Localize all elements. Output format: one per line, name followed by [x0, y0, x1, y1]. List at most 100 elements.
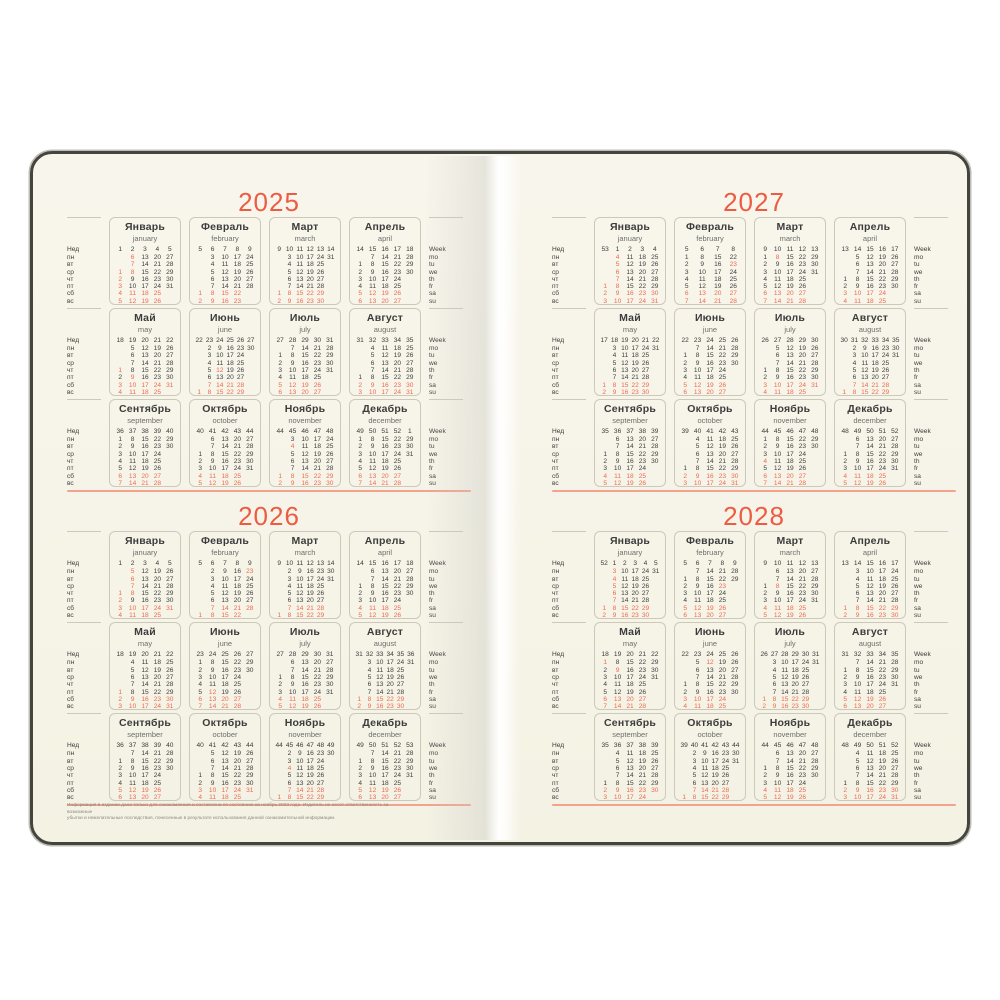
date-cell: 22	[718, 352, 727, 360]
date-cell	[194, 276, 206, 283]
date-cell	[164, 780, 176, 787]
date-cell: 25	[393, 604, 402, 612]
date-cell: 9	[297, 750, 302, 758]
date-cell: 18	[393, 345, 402, 353]
month-name-ru: Март	[776, 535, 804, 548]
date-cell	[406, 667, 416, 674]
date-cell: 9	[130, 597, 135, 605]
date-cell: 24	[801, 659, 810, 667]
month-grid: 1 2 3 4 5 5 12 19 26 6 13 20 27 7 14 21 28 1 8 15 22 29 2 9 16 23…	[114, 557, 176, 619]
week-number: 5	[683, 560, 688, 568]
date-cell: 26	[798, 465, 807, 473]
week-number: 17	[600, 337, 608, 345]
date-cell: 31	[811, 268, 819, 276]
month-name-en: october	[212, 730, 238, 740]
month-february-2025: Февраль february 5 6 7 8 9 3 10 17 24 4 11 18 25 5 12 19 2…	[189, 217, 261, 305]
date-cell: 28	[326, 465, 334, 473]
month-name-ru: Декабрь	[362, 717, 408, 730]
date-cell	[809, 389, 821, 396]
month-name-ru: Август	[366, 312, 404, 325]
date-cell: 3	[287, 757, 292, 765]
date-cell: 3	[603, 465, 608, 473]
date-cell: 16	[866, 786, 874, 794]
date-cell: 25	[798, 458, 807, 466]
date-cell: 27	[881, 374, 890, 382]
date-cell: 13	[141, 575, 149, 583]
date-cell: 8	[775, 436, 780, 444]
week-number: 19	[621, 337, 629, 345]
date-cell: 3	[210, 575, 215, 583]
date-cell: 19	[786, 465, 794, 473]
date-cell: 30	[731, 472, 739, 480]
date-cell: 18	[233, 582, 242, 590]
week-number: 7	[223, 246, 227, 253]
date-cell: 4	[287, 582, 292, 590]
date-cell: 31	[166, 703, 174, 711]
date-cell: 15	[376, 695, 384, 703]
date-cell: 20	[393, 359, 402, 367]
date-cell: 21	[306, 786, 314, 794]
date-cell: 29	[651, 659, 659, 667]
weekday-label: we	[914, 450, 923, 458]
week-number: 7	[223, 560, 227, 568]
weekday-label: th	[429, 275, 435, 283]
date-cell: 4	[198, 472, 203, 480]
date-cell: 5	[198, 479, 203, 487]
date-cell: 21	[798, 757, 807, 765]
date-cell	[404, 298, 416, 305]
date-cell: 4	[370, 345, 375, 353]
weekday-label: tu	[429, 352, 435, 360]
date-cell: 11	[698, 275, 706, 283]
date-cell: 12	[141, 568, 149, 576]
month-name-ru: Апрель	[364, 535, 406, 548]
date-cell	[839, 659, 851, 666]
week-number: 24	[208, 651, 217, 659]
date-cell: 20	[233, 597, 242, 605]
date-cell: 11	[614, 472, 622, 480]
date-cell: 16	[301, 359, 309, 367]
date-cell	[731, 794, 741, 801]
date-cell: 2	[843, 612, 848, 620]
date-cell: 9	[775, 261, 780, 269]
month-name-en: february	[211, 548, 239, 558]
date-cell: 24	[878, 794, 887, 802]
date-cell: 1	[198, 612, 203, 620]
date-cell: 21	[638, 772, 647, 780]
date-cell: 28	[731, 673, 739, 681]
week-number: 21	[153, 337, 162, 345]
date-cell: 12	[296, 772, 304, 780]
month-name-ru: Ноябрь	[769, 717, 811, 730]
date-cell: 28	[166, 750, 174, 758]
date-cell: 24	[316, 254, 325, 261]
date-cell: 31	[651, 673, 659, 681]
week-number: 25	[226, 337, 234, 345]
date-cell: 4	[118, 388, 123, 396]
page-left: 2025 Нед пн вт ср чт пт сб вс Январь january 1 2 3 4 5 6…	[67, 187, 471, 815]
week-number: 15	[368, 246, 377, 253]
week-number: 31	[326, 651, 334, 659]
week-number: 2	[628, 246, 632, 253]
date-cell: 23	[791, 703, 799, 711]
date-cell: 16	[711, 750, 719, 758]
date-cell: 8	[855, 275, 860, 283]
date-cell: 12	[866, 757, 874, 765]
date-cell: 19	[786, 612, 794, 620]
date-cell: 11	[854, 472, 862, 480]
week-column-label: Нед	[67, 246, 80, 253]
date-cell: 18	[221, 472, 229, 480]
date-cell: 24	[393, 597, 402, 605]
month-name-ru: Март	[776, 221, 804, 233]
month-september-2027: Сентябрь september 35 36 37 38 39 6 13 20 27 7 14 21 2…	[594, 399, 666, 488]
date-cell: 7	[198, 703, 203, 711]
date-cell: 31	[166, 604, 174, 612]
date-cell: 22	[233, 612, 242, 620]
week-number: 9	[732, 560, 737, 568]
week-number: 14	[327, 560, 335, 568]
date-cell	[651, 576, 661, 583]
date-cell: 26	[153, 786, 162, 794]
date-cell: 2	[843, 673, 848, 681]
month-january-2025: Январь january 1 2 3 4 5 6 13 20 27 7 14 21 28 1 8 15 22 29…	[109, 217, 181, 305]
week-number: 48	[811, 742, 819, 750]
week-number: 45	[285, 742, 294, 750]
date-cell	[354, 659, 364, 666]
